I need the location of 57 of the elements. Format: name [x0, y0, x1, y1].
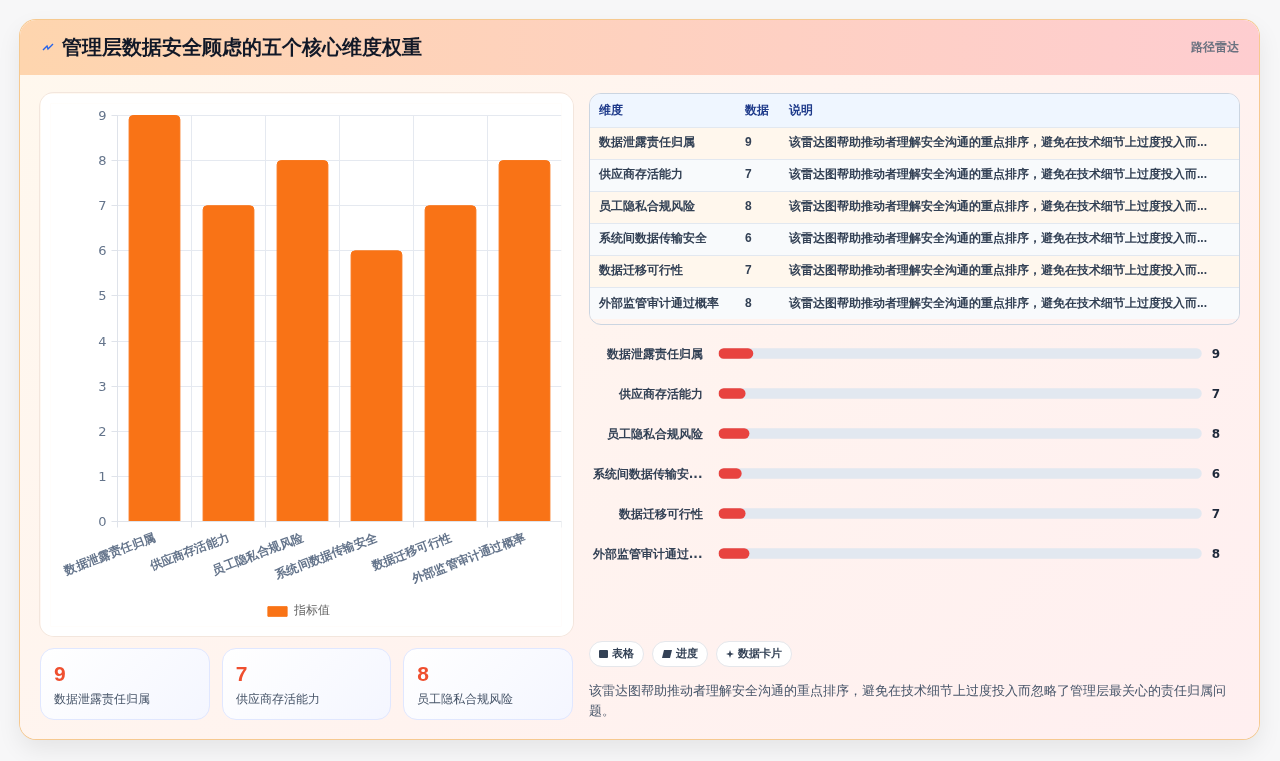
data-label: 7 — [1211, 507, 1221, 521]
text: 说明 — [780, 94, 1239, 127]
text: 该雷达图帮助推动者理解安全沟通的重点排序，避免在技术细节上过度投入而... — [780, 159, 1239, 191]
text: 该雷达图帮助推动者理解安全沟通的重点排序，避免在技术细节上过度投入而... — [780, 191, 1239, 223]
text: 路径雷达 — [1191, 38, 1239, 56]
data-label: 7 — [736, 255, 780, 287]
chart-title: 管理层数据安全顾虑的五个核心维度权重 — [62, 35, 422, 61]
y-tick-label: 数据泄露责任归属 — [605, 346, 703, 361]
text: 进度 — [676, 646, 698, 662]
data-label: 9 — [736, 127, 780, 159]
data-label: 6 — [736, 223, 780, 255]
data-label: 8 — [1211, 547, 1221, 561]
y-tick-label: 数据迁移可行性 — [617, 506, 703, 521]
text: 该雷达图帮助推动者理解安全沟通的重点排序，避免在技术细节上过度投入而... — [780, 287, 1239, 319]
y-tick-label: 外部监管审计通过... — [591, 546, 703, 561]
data-label: 8 — [736, 191, 780, 223]
data-label: 7 — [235, 661, 249, 687]
text: 表格 — [612, 646, 634, 662]
y-tick-label: 2 — [98, 423, 107, 439]
text: 该雷达图帮助推动者理解安全沟通的重点排序，避免在技术细节上过度投入而... — [780, 223, 1239, 255]
data-label: 9 — [54, 661, 67, 687]
y-tick-label: 6 — [98, 243, 107, 259]
y-tick-label: 4 — [98, 333, 107, 349]
bar — [350, 250, 403, 522]
bar — [498, 160, 551, 522]
text: 该雷达图帮助推动者理解安全沟通的重点排序，避免在技术细节上过度投入而忽略了管理层最关心的责任归属问题。 — [589, 682, 1227, 720]
data-label: 8 — [417, 661, 431, 687]
data-label: 7 — [1211, 387, 1221, 401]
y-tick-label: 3 — [98, 378, 107, 394]
y-tick-label: 员工隐私合规风险 — [606, 426, 704, 441]
bar — [424, 205, 477, 522]
text: 该雷达图帮助推动者理解安全沟通的重点排序，避免在技术细节上过度投入而... — [780, 127, 1239, 159]
data-label: 6 — [1211, 467, 1221, 481]
y-tick-label: 系统间数据传输安... — [591, 466, 703, 481]
y-tick-label: 5 — [98, 288, 107, 304]
data-label: 8 — [1211, 427, 1221, 441]
text: 数据卡片 — [738, 646, 782, 662]
category-label: 供应商存活能力 — [235, 691, 321, 708]
data-label: 8 — [736, 287, 780, 319]
bar — [128, 115, 181, 522]
bar — [276, 160, 329, 522]
y-tick-label: 0 — [98, 514, 107, 529]
category-label: 外部监管审计通过概率 — [590, 287, 736, 319]
y-tick-label: 9 — [98, 108, 107, 123]
y-tick-label: 供应商存活能力 — [617, 386, 703, 401]
text: 该雷达图帮助推动者理解安全沟通的重点排序，避免在技术细节上过度投入而... — [780, 255, 1239, 287]
text: 维度 — [590, 94, 736, 127]
data-label: 7 — [736, 159, 780, 191]
y-tick-label: 7 — [98, 198, 107, 214]
legend-label: 指标值 — [294, 602, 330, 619]
data-label: 9 — [1211, 347, 1221, 361]
category-label: 员工隐私合规风险 — [417, 691, 515, 708]
category-label: 系统间数据传输安全 — [590, 223, 736, 255]
y-tick-label: 1 — [98, 468, 107, 484]
y-tick-label: 8 — [98, 153, 107, 169]
bar — [202, 205, 255, 522]
text: 数据 — [736, 94, 780, 127]
